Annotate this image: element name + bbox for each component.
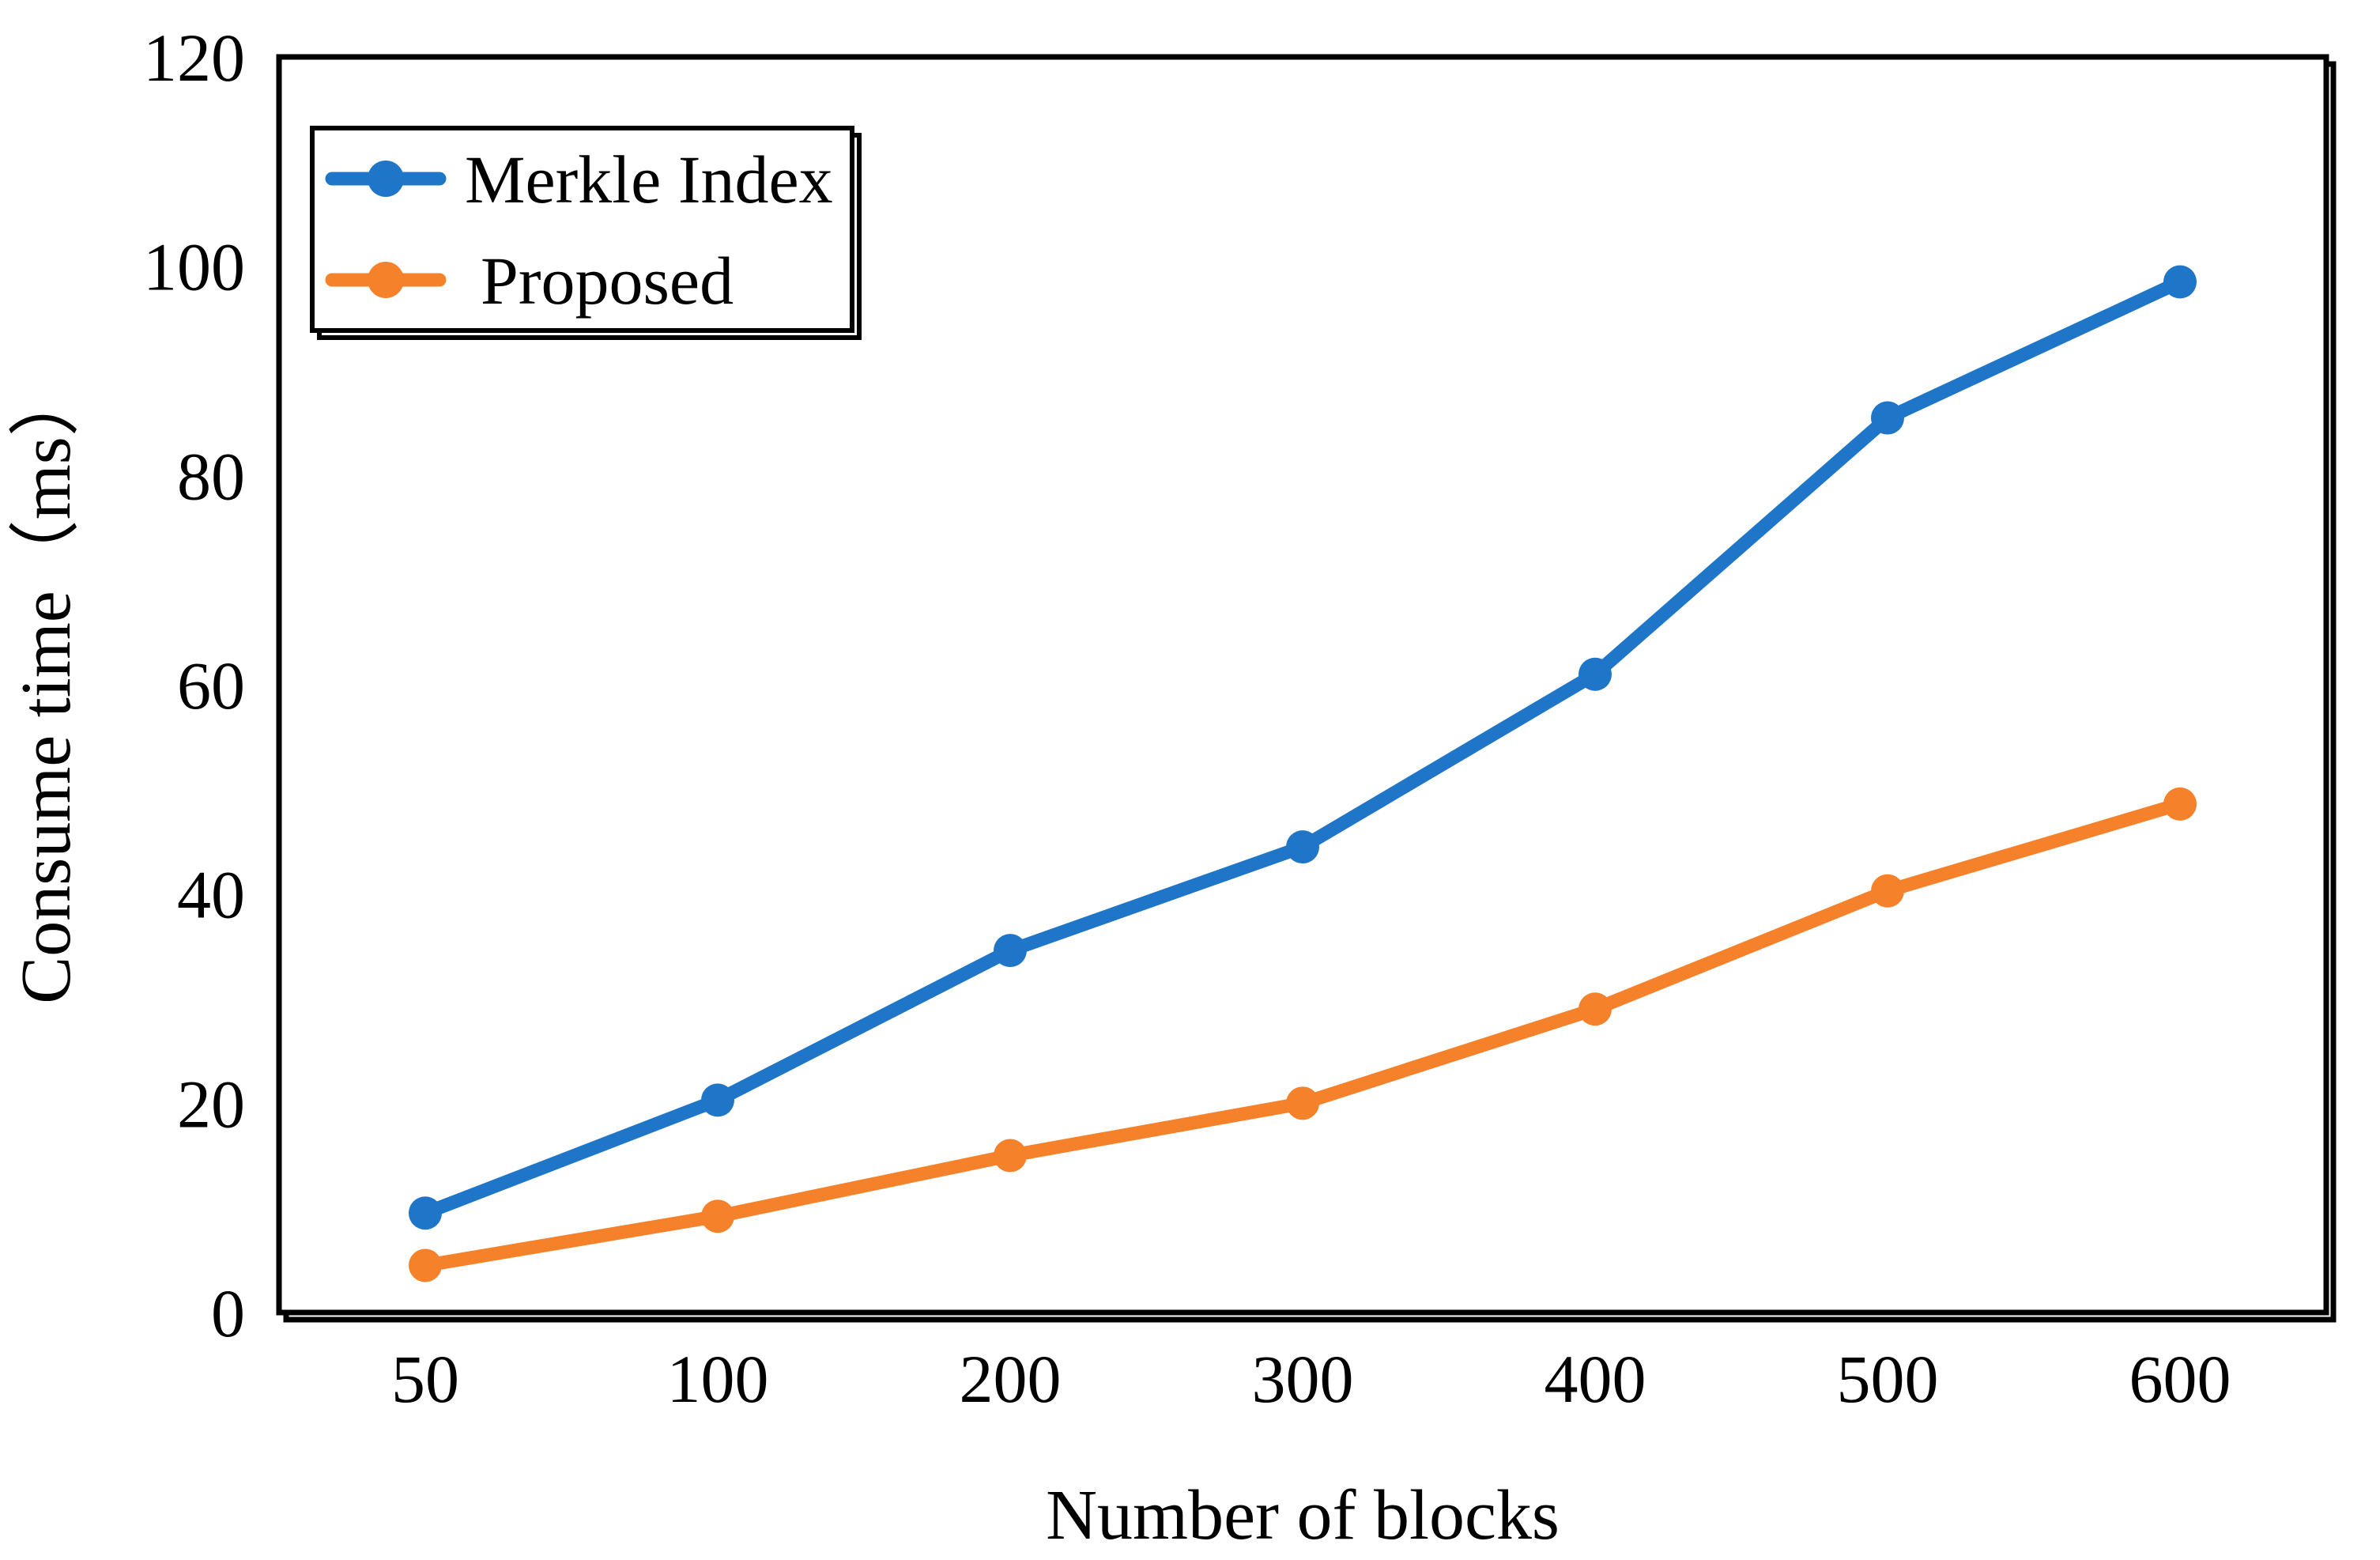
legend-marker-icon: [368, 161, 404, 197]
data-point-marker: [1578, 992, 1612, 1026]
legend-label: Proposed: [481, 243, 734, 319]
legend-marker-icon: [368, 262, 404, 298]
data-point-marker: [994, 934, 1027, 968]
y-tick-label: 0: [211, 1275, 245, 1351]
legend-label: Merkle Index: [465, 142, 833, 217]
x-tick-label: 400: [1545, 1341, 1646, 1417]
data-point-marker: [2163, 265, 2197, 299]
x-tick-label: 500: [1837, 1341, 1939, 1417]
data-point-marker: [1286, 830, 1319, 864]
data-point-marker: [409, 1196, 442, 1230]
data-point-marker: [1578, 657, 1612, 691]
x-tick-label: 100: [667, 1341, 769, 1417]
data-point-marker: [994, 1139, 1027, 1173]
data-point-marker: [1286, 1086, 1319, 1120]
x-axis-title: Number of blocks: [1046, 1476, 1560, 1554]
x-tick-label: 600: [2129, 1341, 2231, 1417]
y-tick-label: 40: [177, 857, 245, 933]
x-tick-label: 200: [960, 1341, 1062, 1417]
x-tick-label: 300: [1252, 1341, 1354, 1417]
y-axis-title: Consume time（ms）: [7, 365, 85, 1004]
data-point-marker: [1871, 874, 1904, 908]
data-point-marker: [701, 1199, 734, 1233]
data-point-marker: [1871, 401, 1904, 435]
data-point-marker: [701, 1083, 734, 1117]
y-tick-label: 120: [143, 20, 245, 96]
x-tick-label: 50: [391, 1341, 459, 1417]
y-tick-label: 20: [177, 1066, 245, 1142]
data-point-marker: [2163, 787, 2197, 821]
y-tick-label: 80: [177, 438, 245, 514]
legend[interactable]: [310, 126, 854, 333]
data-point-marker: [409, 1248, 442, 1282]
y-tick-label: 60: [177, 648, 245, 723]
y-tick-label: 100: [143, 229, 245, 305]
